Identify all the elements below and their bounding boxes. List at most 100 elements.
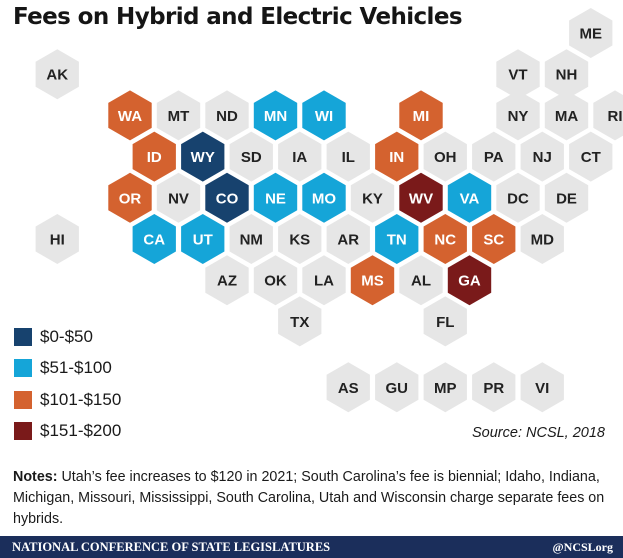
state-label: FL xyxy=(436,314,454,331)
state-label: GU xyxy=(386,380,409,397)
state-hex-shape xyxy=(132,214,176,264)
state-label: VA xyxy=(460,190,480,207)
state-hex-shape xyxy=(205,172,249,223)
state-hex-nm: NM xyxy=(229,214,273,264)
state-label: ID xyxy=(147,149,162,166)
state-hex-tx: TX xyxy=(278,296,322,347)
state-hex-mo: MO xyxy=(302,172,346,223)
footer-handle: @NCSLorg xyxy=(552,539,614,554)
state-hex-shape xyxy=(544,90,589,141)
state-label: MI xyxy=(413,108,430,125)
state-hex-gu: GU xyxy=(375,362,419,413)
state-label: MA xyxy=(555,108,578,125)
state-label: NV xyxy=(168,190,189,207)
state-hex-wi: WI xyxy=(302,90,346,141)
state-label: ND xyxy=(216,108,238,125)
state-hex-shape xyxy=(278,296,322,347)
state-hex-ks: KS xyxy=(278,214,322,264)
state-label: MD xyxy=(531,232,554,249)
map-title: Fees on Hybrid and Electric Vehicles xyxy=(13,4,463,30)
state-label: WA xyxy=(118,108,142,125)
state-hex-shape xyxy=(253,255,298,306)
state-label: RI xyxy=(608,108,623,125)
legend-label-tier4: $151-$200 xyxy=(40,421,122,440)
state-hex-shape xyxy=(253,90,298,141)
state-hex-shape xyxy=(569,131,613,182)
state-hex-vt: VT xyxy=(496,49,540,100)
state-hex-ny: NY xyxy=(496,90,540,141)
state-hex-shape xyxy=(156,90,201,141)
state-hex-shape xyxy=(326,362,370,413)
state-label: KS xyxy=(289,232,310,249)
state-hex-md: MD xyxy=(520,214,564,264)
state-hex-shape xyxy=(302,172,346,223)
state-label: NY xyxy=(508,108,529,125)
state-hex-id: ID xyxy=(132,131,176,182)
source-credit: Source: NCSL, 2018 xyxy=(472,425,605,441)
state-hex-shape xyxy=(496,172,540,223)
state-label: AZ xyxy=(217,273,237,290)
state-label: VT xyxy=(508,67,527,84)
state-label: SC xyxy=(483,232,504,249)
state-hex-pr: PR xyxy=(472,362,516,413)
state-hex-wv: WV xyxy=(399,172,443,223)
state-hex-ne: NE xyxy=(253,172,298,223)
state-label: AR xyxy=(337,232,359,249)
footer-organization: NATIONAL CONFERENCE OF STATE LEGISLATURE… xyxy=(12,539,331,554)
legend-swatch-tier4 xyxy=(14,422,32,440)
state-hex-shape xyxy=(35,214,79,264)
state-label: IL xyxy=(342,149,355,166)
state-hex-wa: WA xyxy=(108,90,152,141)
state-label: OK xyxy=(264,273,287,290)
state-hex-ga: GA xyxy=(447,255,492,306)
legend-label-tier2: $51-$100 xyxy=(40,358,112,377)
state-hex-wy: WY xyxy=(181,131,225,182)
state-hex-tn: TN xyxy=(375,214,419,264)
state-hex-shape xyxy=(399,172,443,223)
state-hex-ky: KY xyxy=(350,172,395,223)
state-hex-nv: NV xyxy=(156,172,201,223)
state-hex-nj: NJ xyxy=(520,131,564,182)
legend: $0-$50 $51-$100 $101-$150 $151-$200 xyxy=(14,326,121,452)
state-label: TN xyxy=(387,232,407,249)
state-label: DE xyxy=(556,190,577,207)
state-label: UT xyxy=(193,232,213,249)
state-label: TX xyxy=(290,314,309,331)
legend-item-tier2: $51-$100 xyxy=(14,358,121,379)
state-hex-ut: UT xyxy=(181,214,225,264)
state-hex-shape xyxy=(181,214,225,264)
state-hex-shape xyxy=(569,8,613,58)
state-label: LA xyxy=(314,273,334,290)
state-hex-dc: DC xyxy=(496,172,540,223)
state-hex-shape xyxy=(447,255,492,306)
state-hex-me: ME xyxy=(569,8,613,58)
state-hex-ms: MS xyxy=(350,255,395,306)
state-label: CO xyxy=(216,190,239,207)
state-label: IA xyxy=(292,149,307,166)
state-hex-shape xyxy=(496,90,540,141)
state-hex-shape xyxy=(520,214,564,264)
state-label: MO xyxy=(312,190,336,207)
state-label: AK xyxy=(46,67,68,84)
state-hex-oh: OH xyxy=(423,131,467,182)
legend-item-tier3: $101-$150 xyxy=(14,389,121,410)
legend-item-tier1: $0-$50 xyxy=(14,326,121,347)
state-hex-shape xyxy=(399,90,443,141)
state-hex-shape xyxy=(423,362,467,413)
state-hex-mt: MT xyxy=(156,90,201,141)
state-label: NH xyxy=(556,67,578,84)
legend-item-tier4: $151-$200 xyxy=(14,421,121,442)
state-label: GA xyxy=(458,273,481,290)
state-hex-hi: HI xyxy=(35,214,79,264)
state-label: ME xyxy=(580,26,603,43)
state-hex-sc: SC xyxy=(472,214,516,264)
state-hex-shape xyxy=(181,131,225,182)
state-hex-fl: FL xyxy=(423,296,467,347)
state-label: WI xyxy=(315,108,333,125)
state-hex-shape xyxy=(520,131,564,182)
state-hex-az: AZ xyxy=(205,255,249,306)
state-hex-shape xyxy=(423,214,467,264)
legend-label-tier1: $0-$50 xyxy=(40,326,93,346)
state-hex-shape xyxy=(423,296,467,347)
state-hex-shape xyxy=(375,362,419,413)
